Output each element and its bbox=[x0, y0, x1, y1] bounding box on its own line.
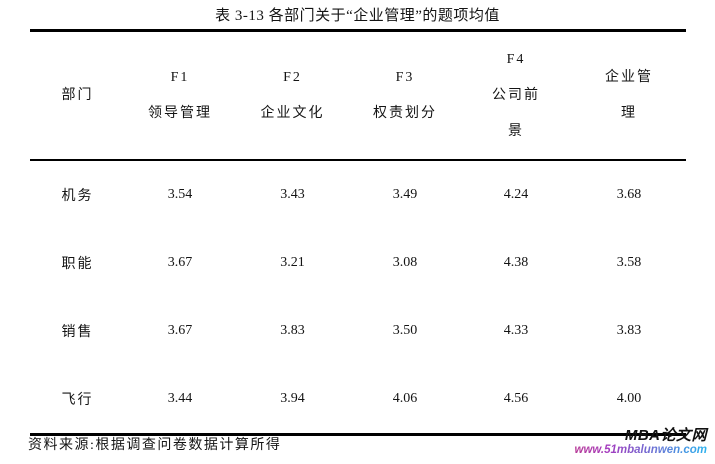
column-header-overall: 企业管 理 bbox=[572, 30, 686, 161]
header-row: 部门 F1 领导管理 F2 企业文化 F3 权责划分 F4 公司前 景 企业管 … bbox=[30, 30, 686, 161]
table-body: 机务 3.54 3.43 3.49 4.24 3.68 职能 3.67 3.21… bbox=[30, 160, 686, 435]
table-header: 部门 F1 领导管理 F2 企业文化 F3 权责划分 F4 公司前 景 企业管 … bbox=[30, 30, 686, 161]
table-cell: 4.24 bbox=[503, 187, 529, 202]
row-label: 职能 bbox=[61, 257, 94, 272]
table-cell: 3.21 bbox=[280, 255, 305, 270]
table-cell: 4.00 bbox=[616, 391, 642, 406]
table-cell: 3.83 bbox=[280, 323, 305, 338]
department-means-table: 部门 F1 领导管理 F2 企业文化 F3 权责划分 F4 公司前 景 企业管 … bbox=[30, 29, 686, 436]
table-row: 职能 3.67 3.21 3.08 4.38 3.58 bbox=[30, 229, 686, 297]
table-row: 销售 3.67 3.83 3.50 4.33 3.83 bbox=[30, 297, 686, 365]
column-header-f1: F1 领导管理 bbox=[125, 30, 235, 161]
row-label: 飞行 bbox=[61, 393, 94, 408]
table-cell: 4.56 bbox=[503, 391, 529, 406]
table-cell: 4.38 bbox=[503, 255, 529, 270]
table-cell: 3.67 bbox=[167, 255, 193, 270]
column-header-f4: F4 公司前 景 bbox=[460, 30, 572, 161]
table-cell: 3.08 bbox=[392, 255, 418, 270]
table-cell: 3.58 bbox=[616, 255, 642, 270]
source-note: 资料来源:根据调查问卷数据计算所得 bbox=[28, 438, 282, 453]
table-cell: 4.33 bbox=[503, 323, 529, 338]
table-cell: 3.83 bbox=[616, 323, 642, 338]
table-cell: 3.67 bbox=[167, 323, 193, 338]
row-label: 机务 bbox=[61, 189, 94, 204]
table-cell: 3.50 bbox=[392, 323, 418, 338]
column-header-f3: F3 权责划分 bbox=[350, 30, 460, 161]
column-header-dept: 部门 bbox=[30, 30, 125, 161]
column-header-f2: F2 企业文化 bbox=[235, 30, 350, 161]
table-cell: 3.49 bbox=[392, 187, 418, 202]
table-cell: 3.44 bbox=[167, 391, 193, 406]
table-row: 飞行 3.44 3.94 4.06 4.56 4.00 bbox=[30, 365, 686, 435]
table-caption: 表 3-13 各部门关于“企业管理”的题项均值 bbox=[215, 8, 500, 24]
table-row: 机务 3.54 3.43 3.49 4.24 3.68 bbox=[30, 160, 686, 229]
table-cell: 3.94 bbox=[280, 391, 305, 406]
table-cell: 3.68 bbox=[616, 187, 642, 202]
watermark-site-name: MBA论文网 bbox=[624, 427, 707, 444]
table-cell: 3.43 bbox=[280, 187, 305, 202]
table-cell: 4.06 bbox=[392, 391, 418, 406]
table-cell: 3.54 bbox=[167, 187, 193, 202]
watermark: MBA论文网 www.51mbalunwen.com bbox=[487, 427, 708, 457]
watermark-site-url: www.51mbalunwen.com bbox=[487, 444, 708, 457]
row-label: 销售 bbox=[61, 325, 94, 340]
